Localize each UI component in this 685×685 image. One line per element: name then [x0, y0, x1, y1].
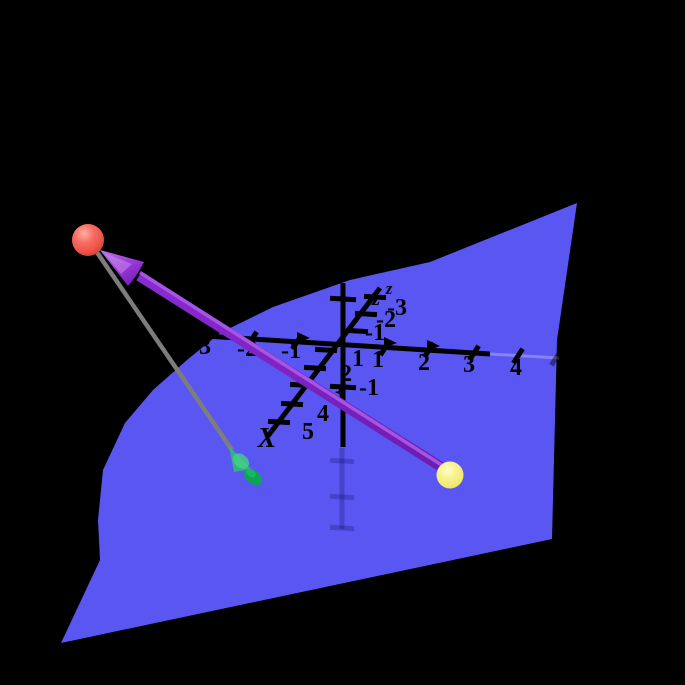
axis-tick: [314, 346, 338, 354]
axis-tick: [363, 293, 387, 301]
vector-shaft-highlight: [139, 271, 445, 468]
x-axis-ticks: [267, 293, 387, 426]
z-axis-ticks: [329, 295, 357, 391]
axis-tick: [329, 295, 357, 303]
x-tick-label: 5: [302, 419, 314, 445]
y-axis-occluded-segment: [489, 352, 560, 360]
axis-tick: [549, 349, 563, 367]
z-axis-occluded: [329, 448, 355, 532]
vector-shaft: [136, 271, 449, 475]
z-axis-letter-faint: z: [385, 279, 393, 298]
yellow-point: [436, 461, 464, 489]
x-tick-label: -3: [387, 295, 407, 321]
x-tick-label: 1: [352, 346, 364, 372]
y-axis-arrow-glyph: [427, 340, 440, 351]
x-tick-label: -1: [365, 320, 385, 346]
axis-tick: [329, 457, 355, 465]
vector-arrow: [100, 250, 449, 475]
x-tick-label: -2: [376, 307, 396, 333]
z-tick-label: -1: [359, 375, 379, 401]
y-axis-arrow-glyph: [384, 337, 397, 348]
axis-tick: [345, 327, 369, 335]
z-axis-letter: z: [371, 286, 381, 310]
axis-tick: [329, 383, 357, 391]
x-axis-letter: X: [257, 423, 278, 454]
green-marker-mid-disc: [232, 453, 250, 469]
axis-tick: [467, 344, 481, 362]
x-tick-label: 4: [317, 401, 329, 427]
vector-arrowhead-highlight: [104, 253, 132, 274]
z-axis-tick-labels: -1: [359, 375, 379, 401]
y-axis-arrow-glyph: [297, 332, 310, 343]
axis-tick: [200, 327, 214, 345]
green-marker-highlight: [246, 468, 256, 478]
axis-tick: [329, 493, 355, 501]
red-point: [72, 224, 104, 256]
axis-tick: [303, 364, 327, 372]
axis-tick: [511, 347, 525, 365]
axis-tick: [329, 524, 355, 532]
axis-tick: [280, 400, 304, 408]
axis-tick: [267, 418, 291, 426]
axis-tick: [354, 310, 378, 318]
y-axis-direction-arrows: [297, 332, 440, 351]
gray-segment: [92, 246, 234, 452]
green-arrow-marker: [229, 446, 263, 486]
plane-surface: [61, 203, 577, 643]
